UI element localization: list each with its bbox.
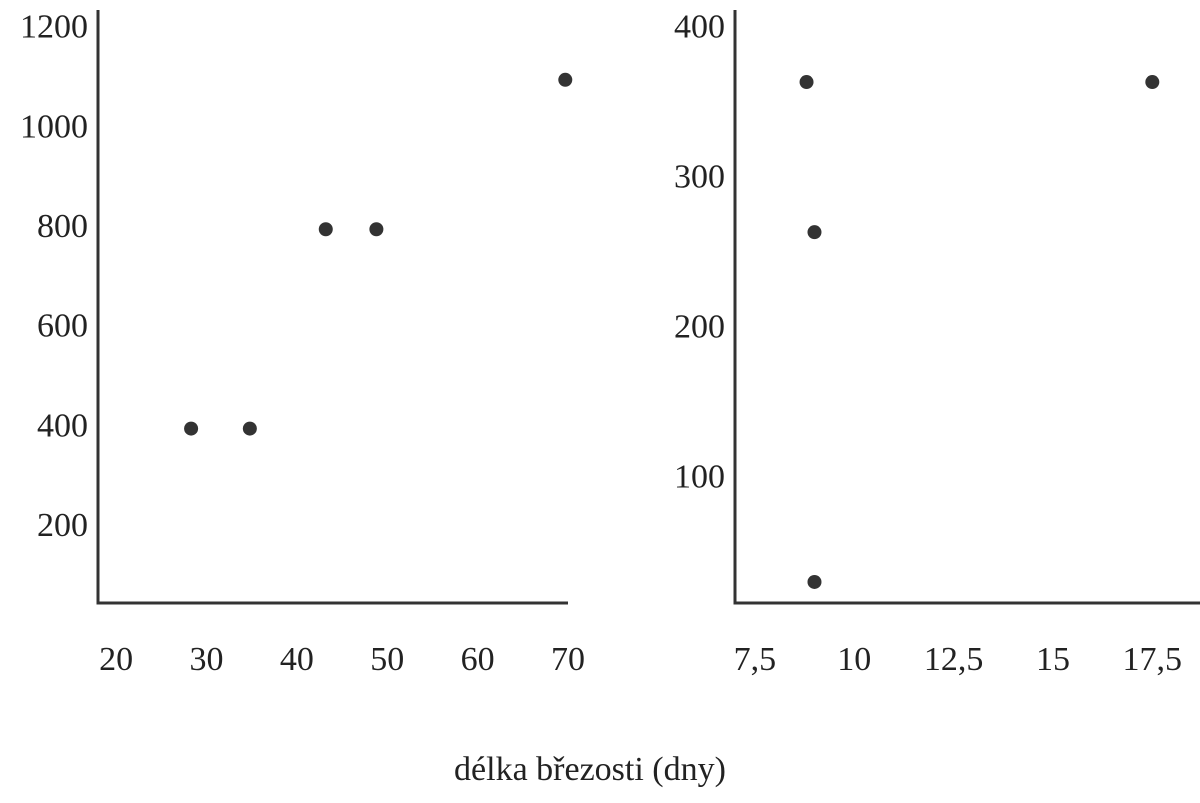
data-point [184,421,199,436]
axes [96,10,568,605]
data-point [318,222,333,237]
x-tick-label: 40 [280,641,314,678]
x-tick-label: 30 [189,641,223,678]
y-tick-label: 100 [674,459,725,496]
x-tick-label: 70 [551,641,585,678]
data-point [558,72,573,87]
y-tick-label: 300 [674,158,725,195]
x-tick-label: 12,5 [924,641,984,678]
y-tick-label: 600 [37,308,88,345]
x-tick-label: 20 [99,641,133,678]
data-point [807,574,822,589]
x-tick-label: 7,5 [734,641,777,678]
x-tick-label: 15 [1036,641,1070,678]
y-tick-label: 1000 [20,108,88,145]
axes [733,10,1200,605]
y-tick-label: 200 [674,309,725,346]
x-tick-label: 10 [837,641,871,678]
data-point [807,225,822,240]
data-point [369,222,384,237]
y-tick-label: 200 [37,507,88,544]
y-tick-label: 400 [674,8,725,45]
data-point [242,421,257,436]
y-tick-label: 800 [37,208,88,245]
y-tick-label: 400 [37,407,88,444]
x-tick-label: 60 [461,641,495,678]
x-axis-label: délka březosti (dny) [454,751,726,788]
x-tick-label: 17,5 [1123,641,1183,678]
data-point [1145,75,1160,90]
y-tick-label: 1200 [20,9,88,46]
data-point [799,75,814,90]
x-tick-label: 50 [370,641,404,678]
